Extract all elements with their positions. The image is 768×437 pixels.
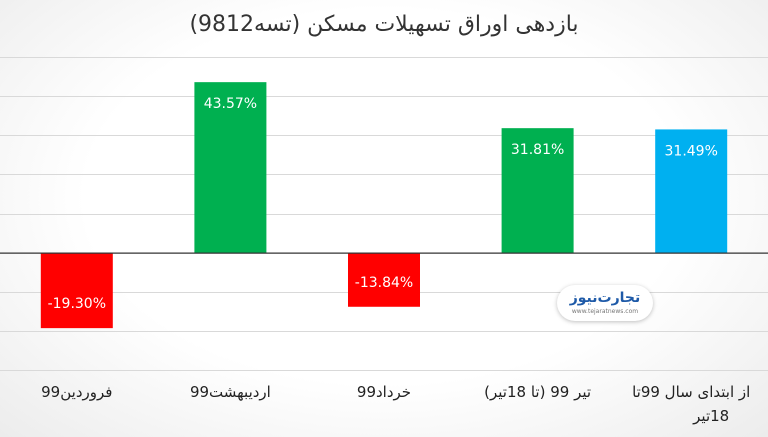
category-label: از ابتدای سال 99تا: [632, 383, 750, 401]
logo-url: www.tejaratnews.com: [571, 308, 639, 315]
logo-text: تجارت‌نیوز: [569, 290, 641, 306]
data-label: -19.30%: [48, 296, 106, 312]
data-label: 31.81%: [511, 142, 564, 158]
data-label: 43.57%: [204, 96, 257, 112]
bar: [501, 128, 574, 253]
bar: [194, 82, 267, 253]
category-label: فروردین99: [41, 383, 112, 401]
bar: [655, 129, 728, 253]
bar: [40, 252, 113, 329]
category-label: خرداد99: [357, 383, 411, 401]
category-label: تیر 99 (تا 18تیر): [484, 383, 591, 401]
category-label: اردیبهشت99: [190, 383, 271, 401]
category-label: 18تیر: [692, 407, 729, 425]
bar: [348, 252, 420, 307]
data-label: -13.84%: [355, 275, 413, 291]
data-label: 31.49%: [665, 143, 718, 159]
tejaratnews-logo: تجارت‌نیوز www.tejaratnews.com: [557, 285, 653, 321]
chart-title: بازدهی اوراق تسهیلات مسکن (تسه9812): [189, 12, 579, 37]
